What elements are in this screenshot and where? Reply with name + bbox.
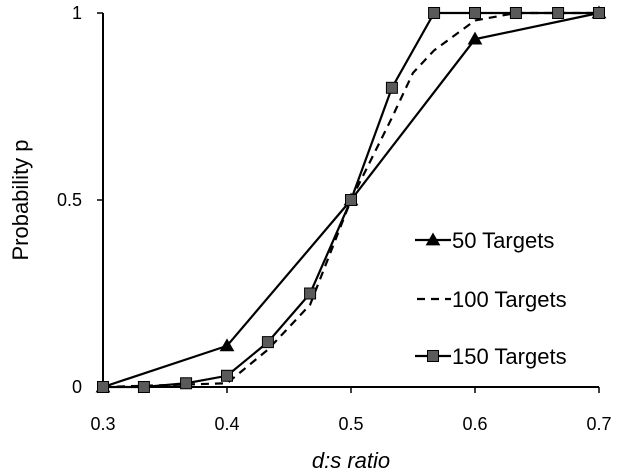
legend-item-100-targets: 100 Targets [417, 287, 567, 312]
legend-label: 50 Targets [452, 228, 554, 253]
y-tick-label: 1 [72, 3, 82, 23]
x-tick-label: 0.3 [90, 414, 115, 434]
y-axis-title: Probability p [8, 139, 33, 260]
data-point-50-targets [467, 31, 483, 45]
series-100-targets [102, 11, 599, 389]
x-tick-label: 0.7 [586, 414, 611, 434]
x-tick-label: 0.6 [462, 414, 487, 434]
series-150-targets [97, 7, 605, 393]
data-point-150-targets [385, 81, 398, 94]
data-point-150-targets [180, 377, 193, 390]
data-point-150-targets [137, 381, 150, 393]
tick-labels: 0.3 0.4 0.5 0.6 0.7 0 0.5 1 [57, 3, 612, 434]
series-layer [95, 5, 607, 393]
legend-label: 100 Targets [452, 287, 567, 312]
data-point-150-targets [97, 381, 109, 393]
data-point-50-targets [219, 338, 235, 352]
legend-item-150-targets: 150 Targets [415, 344, 567, 369]
legend-marker [427, 350, 439, 362]
legend-item-50-targets: 50 Targets [415, 228, 554, 253]
y-tick-label: 0 [72, 377, 82, 397]
legend-label: 150 Targets [452, 344, 567, 369]
x-tick-label: 0.4 [214, 414, 239, 434]
legend: 50 Targets 100 Targets 150 Targets [415, 228, 567, 369]
legend-marker [425, 232, 441, 246]
data-point-150-targets [509, 7, 522, 19]
data-point-150-targets [221, 369, 233, 382]
data-point-150-targets [469, 7, 481, 19]
data-point-150-targets [593, 7, 605, 19]
x-axis-title: d:s ratio [312, 448, 390, 473]
data-point-150-targets [428, 7, 441, 19]
data-point-150-targets [345, 194, 357, 206]
data-point-150-targets [552, 7, 565, 19]
data-point-150-targets [304, 287, 317, 300]
y-tick-label: 0.5 [57, 190, 82, 210]
x-tick-label: 0.5 [338, 414, 363, 434]
data-point-150-targets [261, 336, 274, 349]
series-line-100-targets [102, 11, 599, 389]
